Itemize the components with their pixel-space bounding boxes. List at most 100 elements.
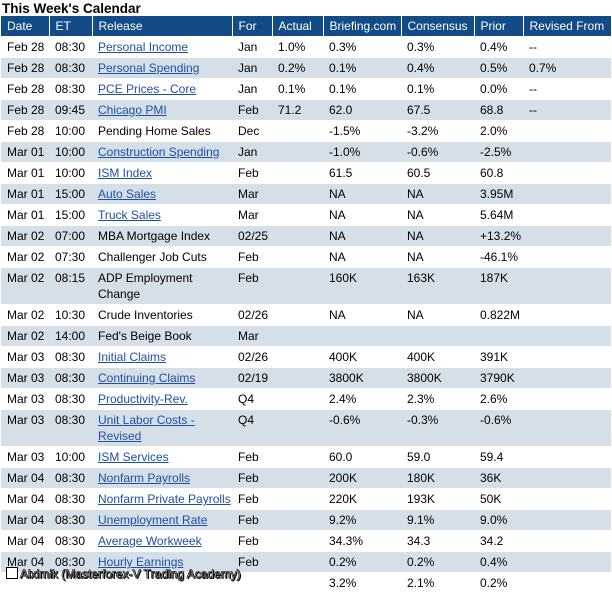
cell-date: Mar 01: [1, 163, 49, 184]
cell-release: Initial Claims: [92, 347, 232, 368]
cell-actual: [272, 368, 323, 389]
cell-consensus: NA: [401, 205, 474, 226]
release-link[interactable]: ISM Services: [98, 450, 169, 464]
cell-release: Truck Sales: [92, 205, 232, 226]
cell-prior: 0.4%: [474, 37, 523, 58]
cell-actual: [272, 326, 323, 347]
cell-release: ISM Index: [92, 163, 232, 184]
release-link[interactable]: Nonfarm Private Payrolls: [98, 492, 231, 506]
cell-actual: [272, 410, 323, 447]
release-link[interactable]: Average Workweek: [98, 534, 202, 548]
cell-release: MBA Mortgage Index: [92, 226, 232, 247]
cell-prior: 59.4: [474, 447, 523, 468]
cell-consensus: 163K: [401, 268, 474, 305]
watermark-logo-icon: [6, 567, 18, 579]
cell-actual: [272, 573, 323, 593]
cell-revised: [523, 268, 611, 305]
col-header-release: Release: [92, 16, 232, 37]
cell-release: Pending Home Sales: [92, 121, 232, 142]
cell-consensus: NA: [401, 247, 474, 268]
cell-actual: 0.2%: [272, 58, 323, 79]
cell-date: Mar 02: [1, 247, 49, 268]
release-link[interactable]: Construction Spending: [98, 145, 219, 159]
release-link[interactable]: ISM Index: [98, 166, 152, 180]
col-header-prior: Prior: [474, 16, 523, 37]
cell-release: Productivity-Rev.: [92, 389, 232, 410]
cell-briefing: NA: [323, 247, 401, 268]
release-link[interactable]: Productivity-Rev.: [98, 392, 188, 406]
cell-actual: [272, 184, 323, 205]
cell-consensus: 59.0: [401, 447, 474, 468]
cell-briefing: NA: [323, 226, 401, 247]
release-link[interactable]: Auto Sales: [98, 187, 156, 201]
cell-actual: [272, 552, 323, 573]
cell-consensus: -3.2%: [401, 121, 474, 142]
cell-consensus: -0.3%: [401, 410, 474, 447]
cell-prior: 2.0%: [474, 121, 523, 142]
cell-for: Feb: [232, 163, 272, 184]
cell-et: 07:00: [49, 226, 92, 247]
cell-briefing: 3800K: [323, 368, 401, 389]
cell-revised: [523, 121, 611, 142]
cell-et: 08:30: [49, 510, 92, 531]
cell-consensus: 180K: [401, 468, 474, 489]
cell-consensus: 0.3%: [401, 37, 474, 58]
cell-date: Mar 03: [1, 410, 49, 447]
cell-revised: --: [523, 37, 611, 58]
cell-prior: -46.1%: [474, 247, 523, 268]
cell-actual: 0.1%: [272, 79, 323, 100]
release-link[interactable]: Unemployment Rate: [98, 513, 207, 527]
cell-for: Jan: [232, 58, 272, 79]
cell-date: Mar 04: [1, 489, 49, 510]
cell-for: Feb: [232, 268, 272, 305]
cell-prior: [474, 326, 523, 347]
cell-prior: 0.2%: [474, 573, 523, 593]
cell-actual: [272, 468, 323, 489]
release-link[interactable]: Personal Income: [98, 40, 188, 54]
cell-et: 10:00: [49, 447, 92, 468]
cell-briefing: -1.5%: [323, 121, 401, 142]
cell-et: 14:00: [49, 326, 92, 347]
header-row: Date ET Release For Actual Briefing.com …: [1, 16, 611, 37]
cell-release: Challenger Job Cuts: [92, 247, 232, 268]
release-link[interactable]: Chicago PMI: [98, 103, 167, 117]
cell-prior: 0.5%: [474, 58, 523, 79]
release-link[interactable]: Initial Claims: [98, 350, 166, 364]
cell-briefing: 0.1%: [323, 58, 401, 79]
cell-actual: [272, 121, 323, 142]
cell-for: Mar: [232, 326, 272, 347]
cell-prior: 68.8: [474, 100, 523, 121]
cell-revised: --: [523, 79, 611, 100]
cell-consensus: 2.3%: [401, 389, 474, 410]
cell-actual: [272, 489, 323, 510]
release-link[interactable]: Nonfarm Payrolls: [98, 471, 190, 485]
release-link[interactable]: PCE Prices - Core: [98, 82, 196, 96]
release-link[interactable]: Truck Sales: [98, 208, 161, 222]
release-link[interactable]: Continuing Claims: [98, 371, 195, 385]
cell-revised: [523, 247, 611, 268]
cell-revised: [523, 184, 611, 205]
cell-et: 08:30: [49, 79, 92, 100]
cell-et: 08:30: [49, 489, 92, 510]
cell-actual: [272, 305, 323, 326]
release-link[interactable]: Personal Spending: [98, 61, 199, 75]
cell-for: 02/25: [232, 226, 272, 247]
cell-for: Feb: [232, 100, 272, 121]
cell-prior: 36K: [474, 468, 523, 489]
cell-revised: [523, 347, 611, 368]
cell-et: 08:30: [49, 37, 92, 58]
release-link[interactable]: Unit Labor Costs - Revised: [98, 413, 195, 443]
cell-prior: 5.64M: [474, 205, 523, 226]
cell-consensus: 3800K: [401, 368, 474, 389]
cell-et: 08:30: [49, 389, 92, 410]
cell-for: Feb: [232, 489, 272, 510]
cell-date: Mar 03: [1, 347, 49, 368]
cell-revised: [523, 205, 611, 226]
